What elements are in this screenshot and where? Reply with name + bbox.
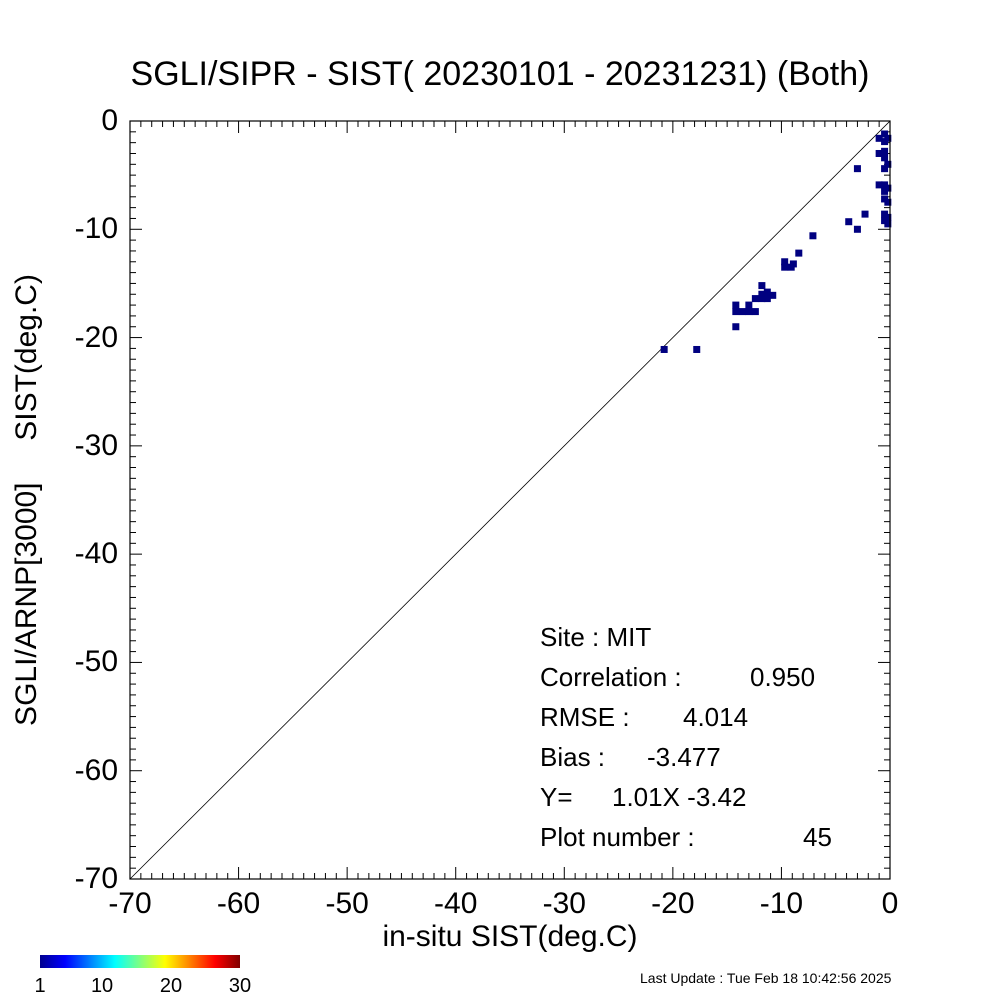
scatter-point bbox=[881, 165, 889, 173]
stat-regression: Y= 1.01X -3.42 bbox=[540, 782, 746, 813]
x-tick-label: -40 bbox=[434, 887, 478, 920]
y-tick-label: -70 bbox=[74, 862, 118, 895]
scatter-point bbox=[875, 181, 883, 189]
scatter-point bbox=[845, 218, 853, 226]
x-tick-label: 0 bbox=[881, 887, 899, 920]
scatter-point bbox=[763, 295, 771, 303]
y-tick-label: 0 bbox=[101, 104, 118, 137]
stat-correlation-label: Correlation : bbox=[540, 662, 682, 692]
scatter-point bbox=[853, 225, 861, 233]
scatter-point bbox=[875, 134, 883, 142]
x-tick-label: -10 bbox=[759, 887, 804, 920]
plot-frame bbox=[129, 120, 891, 880]
scatter-point bbox=[732, 308, 740, 316]
scatter-point bbox=[881, 154, 889, 162]
scatter-point bbox=[853, 165, 861, 173]
stat-bias: Bias : -3.477 bbox=[540, 742, 721, 773]
scatter-point bbox=[738, 308, 746, 316]
stat-rmse-label: RMSE : bbox=[540, 702, 630, 732]
scatter-point bbox=[884, 213, 892, 221]
scatter-point bbox=[781, 258, 789, 266]
y-tick-label: -10 bbox=[74, 212, 118, 246]
stat-bias-label: Bias : bbox=[540, 742, 606, 772]
scatter-point bbox=[881, 147, 889, 155]
scatter-point bbox=[781, 263, 789, 271]
scatter-point bbox=[809, 232, 817, 240]
stat-rmse-value: 4.014 bbox=[683, 702, 749, 732]
x-tick-label: -70 bbox=[108, 887, 152, 920]
y-tick-label: -60 bbox=[74, 753, 118, 787]
scatter-point bbox=[751, 295, 759, 303]
scatter-point bbox=[745, 301, 753, 309]
stat-rmse: RMSE : 4.014 bbox=[540, 702, 748, 733]
scatter-point bbox=[884, 184, 892, 192]
colorbar-tick-label: 20 bbox=[159, 975, 183, 997]
scatter-point bbox=[881, 130, 889, 138]
scatter-point bbox=[763, 288, 771, 296]
stat-regression-label: Y= bbox=[540, 782, 573, 812]
scatter-point bbox=[861, 210, 869, 218]
chart-title: SGLI/SIPR - SIST( 20230101 - 20231231) (… bbox=[130, 55, 870, 93]
y-axis-label: SGLI/ARNP[3000] SIST(deg.C) bbox=[10, 274, 44, 726]
colorbar-tick-label: 10 bbox=[90, 975, 114, 997]
y-axis-label-line-1: SGLI/ARNP[3000] bbox=[10, 482, 43, 726]
scatter-point bbox=[789, 260, 797, 268]
scatter-point bbox=[745, 308, 753, 316]
x-tick-label: -60 bbox=[216, 887, 261, 920]
last-update-text: Last Update : Tue Feb 18 10:42:56 2025 bbox=[640, 970, 892, 986]
one-to-one-line bbox=[129, 120, 891, 880]
stat-bias-value: -3.477 bbox=[647, 742, 721, 772]
x-tick-label: -30 bbox=[542, 887, 586, 920]
stat-plot-number-value: 45 bbox=[803, 822, 832, 852]
colorbar-tick-label: 30 bbox=[228, 975, 252, 997]
scatter-point bbox=[875, 149, 883, 157]
scatter-point bbox=[884, 220, 892, 228]
scatter-point bbox=[758, 290, 766, 298]
y-tick-label: -50 bbox=[74, 645, 118, 679]
stat-site: Site : MIT bbox=[540, 622, 651, 653]
scatter-point bbox=[732, 323, 740, 331]
scatter-point bbox=[884, 134, 892, 142]
scatter-point bbox=[884, 160, 892, 168]
scatter-point bbox=[795, 249, 803, 257]
x-axis-label: in-situ SIST(deg.C) bbox=[382, 920, 638, 953]
stat-correlation: Correlation : 0.950 bbox=[540, 662, 815, 693]
y-tick-label: -20 bbox=[74, 320, 118, 354]
stat-site-label: Site : MIT bbox=[540, 622, 652, 652]
scatter-point bbox=[758, 295, 766, 303]
colorbar bbox=[40, 955, 240, 968]
scatter-point bbox=[660, 345, 668, 353]
stat-plot-number-label: Plot number : bbox=[540, 822, 695, 852]
y-axis-label-line-2: SIST(deg.C) bbox=[10, 274, 43, 441]
scatter-point bbox=[884, 198, 892, 206]
scatter-point bbox=[751, 308, 759, 316]
scatter-point bbox=[732, 301, 740, 309]
x-tick-label: -20 bbox=[651, 887, 695, 920]
scatter-point bbox=[693, 345, 701, 353]
scatter-point bbox=[758, 282, 766, 290]
stat-correlation-value: 0.950 bbox=[750, 662, 816, 692]
stat-plot-number: Plot number : 45 bbox=[540, 822, 832, 853]
y-tick-label: -40 bbox=[74, 537, 118, 571]
scatter-point bbox=[769, 291, 777, 299]
colorbar-tick-label: 1 bbox=[34, 975, 46, 997]
x-tick-label: -50 bbox=[325, 887, 369, 920]
stat-regression-value: 1.01X -3.42 bbox=[612, 782, 747, 812]
y-tick-label: -30 bbox=[74, 428, 118, 462]
